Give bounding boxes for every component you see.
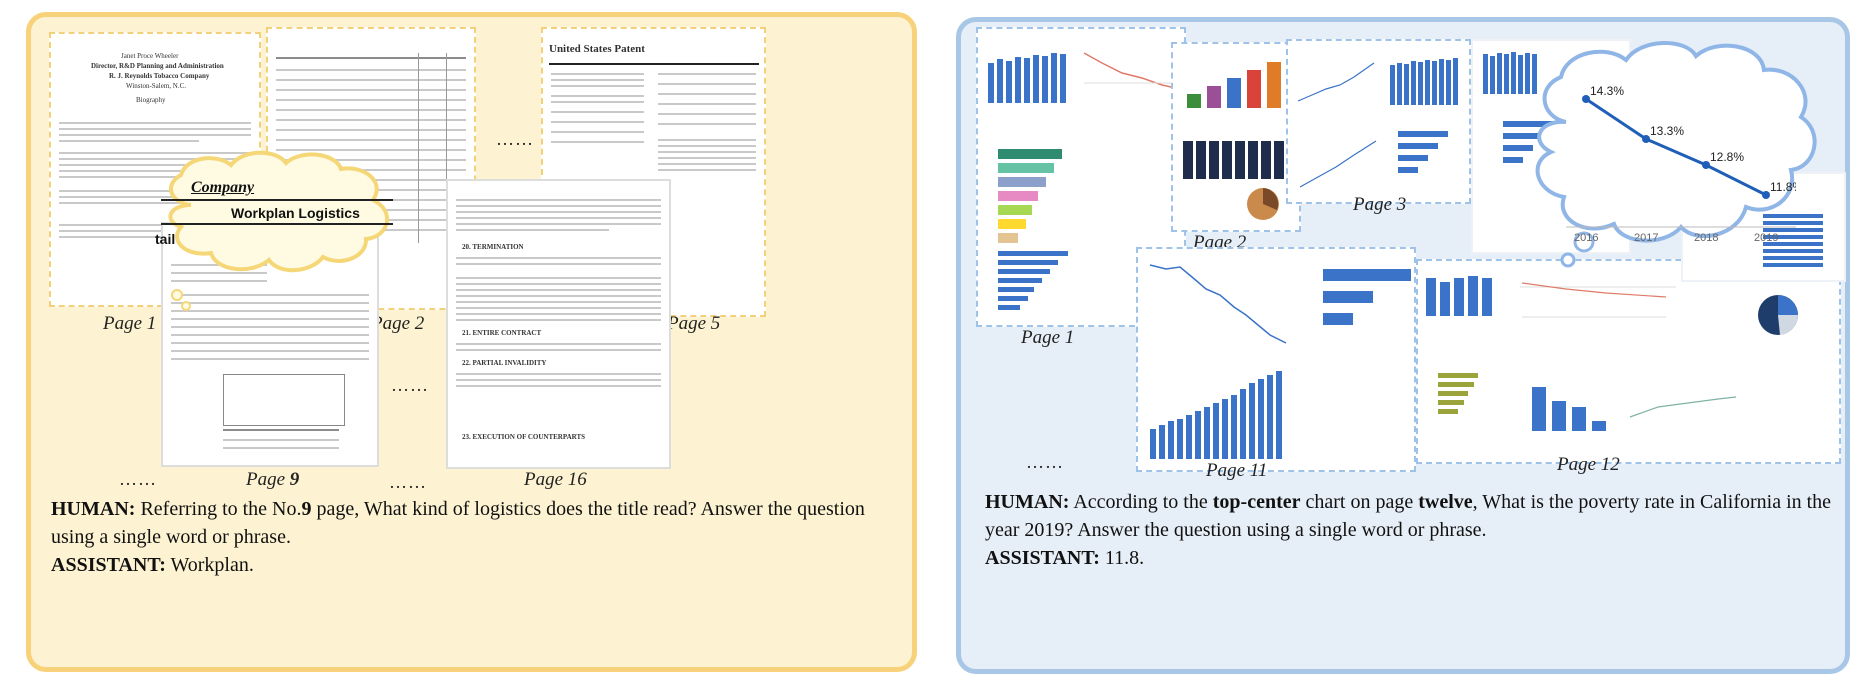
data-label: 11.8% [1770, 180, 1796, 194]
mini-growth-bars [1148, 369, 1288, 459]
doc-title-line: Janet Proce Wheeler [121, 52, 179, 60]
section-heading: 22. PARTIAL INVALIDITY [462, 359, 547, 367]
cloud-text-tail: tail [155, 231, 176, 247]
x-tick-label: 2017 [1634, 232, 1658, 242]
data-label: 14.3% [1590, 84, 1624, 98]
mini-hbar-chart-2 [998, 251, 1078, 321]
qa-block-right: HUMAN: According to the top-center chart… [985, 488, 1835, 572]
mini-pie-12 [1758, 295, 1799, 335]
human-question: HUMAN: According to the top-center chart… [985, 491, 1832, 541]
qa-block-left: HUMAN: Referring to the No.9 page, What … [51, 495, 901, 579]
mini-bar-chart [1481, 49, 1551, 94]
right-example-panel: Page 1 Page 2 Page 3 …… …… Page 11 [956, 17, 1850, 674]
caption-page-2: Page 2 [371, 313, 425, 334]
doc-title-line: Director, R&D Planning and Administratio… [91, 62, 224, 70]
doc-page-12-charts [1416, 259, 1841, 464]
assistant-answer: ASSISTANT: 11.8. [985, 547, 1145, 569]
mini-colored-bars [1181, 58, 1291, 108]
data-label: 12.8% [1710, 150, 1744, 164]
doc-page-1-charts [976, 27, 1186, 327]
mini-line-chart-2 [1299, 140, 1377, 188]
mini-pie [1247, 188, 1279, 220]
data-label: 13.3% [1650, 124, 1684, 138]
mini-hbar-blue [1763, 214, 1833, 274]
caption-page-16: Page 16 [524, 469, 587, 490]
section-heading: 23. EXECUTION OF COUNTERPARTS [462, 433, 586, 441]
mini-line-chart [1083, 52, 1181, 90]
data-point [1702, 161, 1710, 169]
section-heading: 20. TERMINATION [462, 243, 524, 251]
section-heading: 21. ENTIRE CONTRACT [462, 329, 542, 337]
ellipsis: …… [496, 129, 534, 149]
ellipsis: …… [391, 375, 429, 395]
data-point [1582, 95, 1590, 103]
mini-hbar [1398, 131, 1458, 191]
series-line [1585, 97, 1767, 197]
x-tick-label: 2018 [1694, 232, 1718, 242]
doc-page-16-thumbnail: 20. TERMINATION 21. ENTIRE CONTRACT 22. … [446, 179, 671, 469]
mini-bar-chart-12 [1528, 381, 1608, 431]
ellipsis: …… [119, 469, 157, 489]
top-center-poverty-chart-thumb [1520, 282, 1676, 318]
doc-page-3-charts [1286, 39, 1471, 204]
mini-bar-chart [1388, 55, 1466, 105]
assistant-answer: ASSISTANT: Workplan. [51, 554, 254, 576]
mini-hbar [1503, 121, 1563, 181]
mini-bar-chart [1424, 271, 1504, 316]
ellipsis: …… [389, 472, 427, 492]
caption-page-5: Page 5 [667, 313, 721, 334]
doc-page-11-charts [1136, 247, 1416, 472]
x-tick-label: 2019 [1754, 232, 1778, 242]
doc-title-line: R. J. Reynolds Tobacco Company [109, 72, 210, 80]
caption-page-3-right: Page 3 [1353, 194, 1407, 215]
doc-page-2-charts [1171, 42, 1301, 232]
doc-title-line: Winston-Salem, N.C. [126, 82, 186, 90]
mini-stacked-bars [1181, 139, 1291, 179]
caption-page-12-right: Page 12 [1557, 454, 1620, 475]
mini-line-chart [1297, 62, 1375, 102]
mini-bar-chart [984, 43, 1074, 103]
caption-page-11-right: Page 11 [1206, 460, 1268, 481]
human-question: HUMAN: Referring to the No.9 page, What … [51, 498, 865, 548]
ellipsis: …… [1026, 452, 1064, 472]
doc-title-line: Biography [136, 96, 166, 104]
caption-page-9: Page 9 [246, 469, 300, 490]
poverty-rate-line-chart: 14.3% 2016 13.3% 2017 12.8% 2018 11.8% 2019 [1566, 84, 1796, 242]
mini-area-chart [1629, 396, 1737, 418]
data-point [1642, 135, 1650, 143]
left-example-panel: Janet Proce Wheeler Director, R&D Planni… [26, 12, 917, 672]
thought-cloud-right [1535, 41, 1817, 268]
mini-hbar-chart [998, 149, 1068, 249]
data-point [1762, 191, 1770, 199]
thought-cloud-left [168, 150, 390, 273]
x-tick-label: 2016 [1574, 232, 1598, 242]
caption-page-1-right: Page 1 [1021, 327, 1075, 348]
mini-hbar-olive [1438, 373, 1508, 433]
cloud-text-company: Company [191, 179, 255, 196]
caption-page-1: Page 1 [103, 313, 157, 334]
patent-header: United States Patent [549, 43, 645, 55]
mini-decline-line-chart [1149, 264, 1287, 344]
mini-hbar-chart [1323, 269, 1414, 329]
cloud-text-workplan-logistics: Workplan Logistics [231, 205, 360, 221]
